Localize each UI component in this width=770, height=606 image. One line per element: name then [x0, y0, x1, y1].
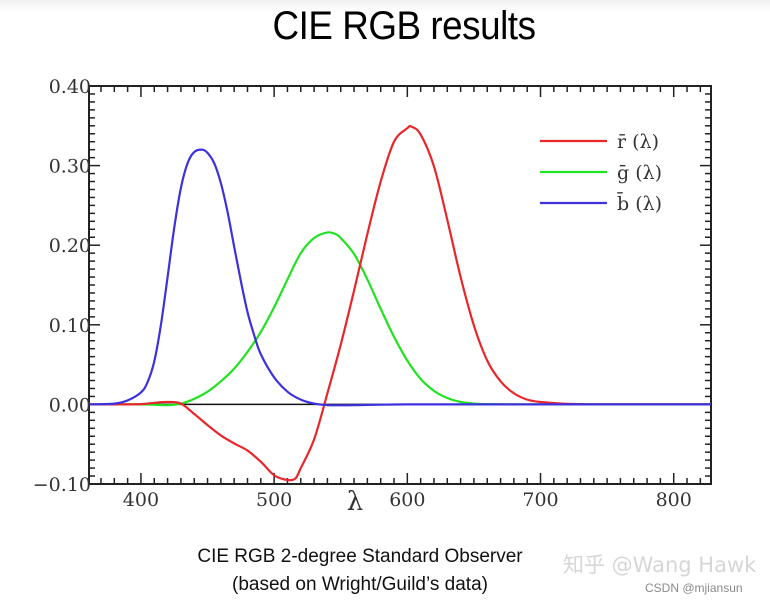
green-curve: [88, 231, 711, 407]
x-tick-label: 600: [389, 489, 425, 511]
y-tick-label: −0.10: [33, 474, 91, 496]
legend-label: r̄ (λ): [617, 131, 659, 153]
y-tick-label: 0.30: [49, 156, 91, 178]
chart-legend: r̄ (λ) ḡ (λ) b̄ (λ): [540, 131, 662, 215]
x-tick-label: 800: [656, 489, 692, 511]
chart-caption-line-2: (based on Wright/Guild’s data): [232, 574, 488, 595]
x-axis-label: λ: [347, 487, 363, 517]
window-top-bar: [0, 0, 770, 12]
x-tick-label: 500: [256, 489, 292, 511]
slide-title: CIE RGB results: [272, 4, 536, 48]
x-tick-label: 700: [522, 489, 558, 511]
tick-labels: −0.10 0.00 0.10 0.20 0.30 0.40 400 500 600 700 800…: [33, 76, 692, 517]
red-curve: [88, 124, 712, 482]
y-tick-label: 0.10: [49, 315, 91, 337]
y-tick-label: 0.00: [49, 394, 91, 416]
credit-text: CSDN @mjiansun: [645, 581, 743, 595]
legend-label: ḡ (λ): [617, 162, 662, 184]
y-tick-label: 0.20: [49, 235, 91, 257]
watermark: 知乎 @Wang Hawk: [563, 553, 757, 577]
legend-label: b̄ (λ): [617, 191, 662, 215]
blue-curve: [88, 148, 711, 407]
y-tick-label: 0.40: [49, 76, 91, 98]
x-tick-label: 400: [123, 489, 159, 511]
chart-caption-line-1: CIE RGB 2-degree Standard Observer: [197, 546, 523, 567]
color-matching-curves: [88, 124, 712, 482]
